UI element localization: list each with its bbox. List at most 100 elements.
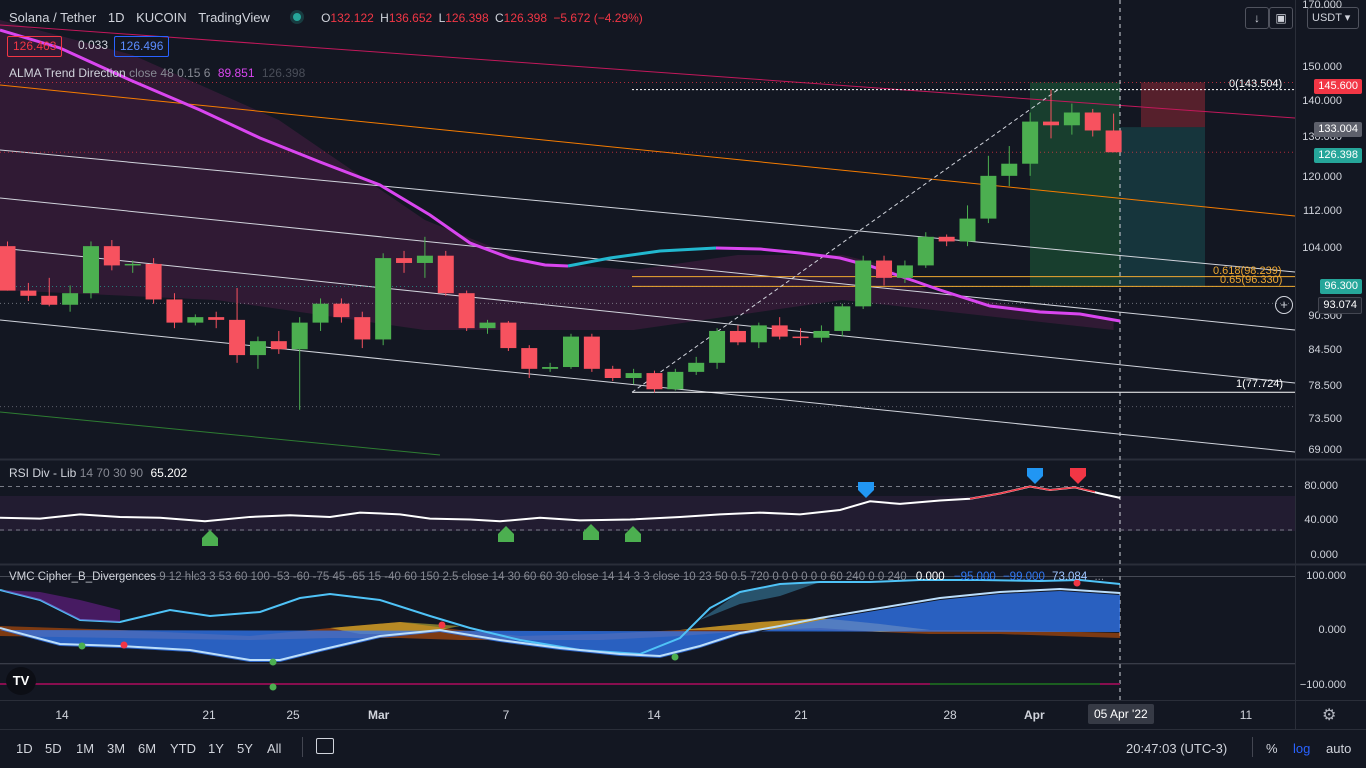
candle-up: [291, 322, 308, 350]
vmc-legend[interactable]: VMC Cipher_B_Divergences 9 12 hlc3 3 53 …: [9, 571, 1105, 583]
range-button-1y[interactable]: 1Y: [208, 741, 224, 756]
candle-down: [41, 295, 58, 305]
range-button-1m[interactable]: 1M: [76, 741, 95, 756]
rsi-bull-marker: [583, 524, 599, 540]
time-tick: Mar: [368, 708, 390, 722]
range-button-5d[interactable]: 5D: [45, 741, 62, 756]
percent-toggle[interactable]: %: [1266, 741, 1278, 756]
vmc-signal-dot: [78, 642, 86, 650]
log-toggle[interactable]: log: [1293, 741, 1311, 756]
interval-label[interactable]: 1D: [107, 10, 125, 25]
price-change: −5.672 (−4.29%): [553, 11, 643, 25]
ohlc-values: O132.122 H136.652 L126.398 C126.398 −5.6…: [321, 11, 643, 25]
candle-down: [792, 336, 809, 339]
range-button-6m[interactable]: 6M: [138, 741, 157, 756]
rsi-hidden-bear-marker: [858, 482, 874, 498]
time-tick: 14: [647, 708, 661, 722]
range-button-3m[interactable]: 3M: [107, 741, 126, 756]
candle-up: [562, 336, 579, 368]
candle-down: [458, 293, 475, 329]
auto-toggle[interactable]: auto: [1326, 741, 1352, 756]
symbol-title[interactable]: Solana / Tether: [9, 10, 97, 25]
candle-up: [959, 218, 976, 242]
shaded-regions: [0, 20, 1295, 531]
candle-up: [834, 306, 851, 331]
rsi-bull-marker: [498, 526, 514, 542]
label-high: 145.600: [1314, 79, 1362, 94]
clock-time[interactable]: 20:47:03 (UTC-3): [1126, 741, 1228, 756]
range-button-ytd[interactable]: YTD: [170, 741, 196, 756]
time-cursor-label: 05 Apr '22: [1088, 704, 1154, 724]
rsi-tick: 0.000: [1310, 549, 1338, 561]
range-button-5y[interactable]: 5Y: [237, 741, 253, 756]
candle-up: [917, 236, 934, 266]
exchange-label: KUCOIN: [136, 10, 187, 25]
rsi-bear-marker: [1070, 468, 1086, 484]
price-tick: 73.500: [1308, 412, 1342, 425]
time-tick: 14: [55, 708, 69, 722]
vmc-signal-dot: [438, 621, 446, 629]
time-tick: 11: [1239, 708, 1253, 722]
candle-down: [0, 246, 16, 291]
rsi-overbought-line: [969, 485, 1096, 500]
alma-segment-up: [567, 246, 717, 268]
vmc-signal-dot: [671, 653, 679, 661]
tradingview-logo-icon[interactable]: TV: [6, 667, 36, 695]
fullscreen-icon[interactable]: ▣: [1269, 7, 1293, 29]
green-trendline: [0, 411, 441, 456]
symbol-legend[interactable]: Solana / Tether 1D KUCOIN TradingView O1…: [9, 10, 643, 25]
currency-select[interactable]: USDT ▾: [1307, 7, 1359, 29]
candle-down: [646, 373, 663, 390]
candle-down: [166, 299, 183, 323]
download-arrow-icon[interactable]: ↓: [1245, 7, 1269, 29]
candle-up: [62, 293, 79, 305]
candle-up: [813, 330, 830, 338]
source-label: TradingView: [198, 10, 270, 25]
candle-up: [375, 258, 392, 340]
fib-label-top: 0(143.504): [1229, 78, 1283, 90]
candle-down: [270, 341, 287, 350]
calendar-range-icon[interactable]: [316, 738, 334, 754]
price-tick: 120.000: [1302, 170, 1342, 183]
range-button-all[interactable]: All: [267, 741, 282, 756]
candle-down: [145, 263, 162, 300]
candle-up: [82, 246, 99, 294]
red-trendline: [0, 24, 1296, 119]
crosshair-plus-icon[interactable]: +: [1275, 296, 1293, 314]
time-tick: Apr: [1024, 708, 1045, 722]
rsi-tick: 80.000: [1304, 479, 1338, 492]
buy-button[interactable]: 126.496: [114, 36, 170, 57]
gear-icon[interactable]: ⚙: [1322, 707, 1337, 724]
vmc-signal-dot: [269, 683, 277, 691]
candle-down: [437, 255, 454, 294]
vmc-wave-area: [0, 591, 1120, 662]
channel-line: [0, 247, 1296, 384]
vmc-wt1-line: [0, 578, 1121, 656]
candle-up: [1001, 163, 1018, 176]
price-tick: 140.000: [1302, 94, 1342, 107]
candle-down: [1105, 130, 1122, 153]
candles: [0, 89, 1122, 410]
sell-button[interactable]: 126.463: [7, 36, 63, 57]
candle-up: [479, 322, 496, 329]
time-tick: 25: [286, 708, 300, 722]
candle-down: [876, 260, 893, 278]
fib-label-618: 0.618(98.239): [1213, 265, 1282, 277]
rsi-legend[interactable]: RSI Div - Lib 14 70 30 90 65.202: [9, 466, 188, 480]
label-target: 96.300: [1320, 279, 1362, 294]
price-tick: 170.000: [1302, 0, 1342, 11]
candle-down: [354, 317, 371, 340]
candle-down: [604, 368, 621, 378]
rsi-hidden-bear-marker: [1027, 468, 1043, 484]
alma-legend[interactable]: ALMA Trend Direction close 48 0.15 6 89.…: [9, 66, 306, 80]
candle-down: [333, 303, 350, 318]
candle-up: [416, 255, 433, 263]
candle-down: [229, 319, 246, 356]
candle-down: [521, 348, 538, 369]
rsi-bull-marker: [202, 530, 218, 546]
candle-up: [1022, 121, 1039, 164]
rsi-tick: 40.000: [1304, 514, 1338, 527]
range-button-1d[interactable]: 1D: [16, 741, 33, 756]
price-tick: 69.000: [1308, 444, 1342, 456]
